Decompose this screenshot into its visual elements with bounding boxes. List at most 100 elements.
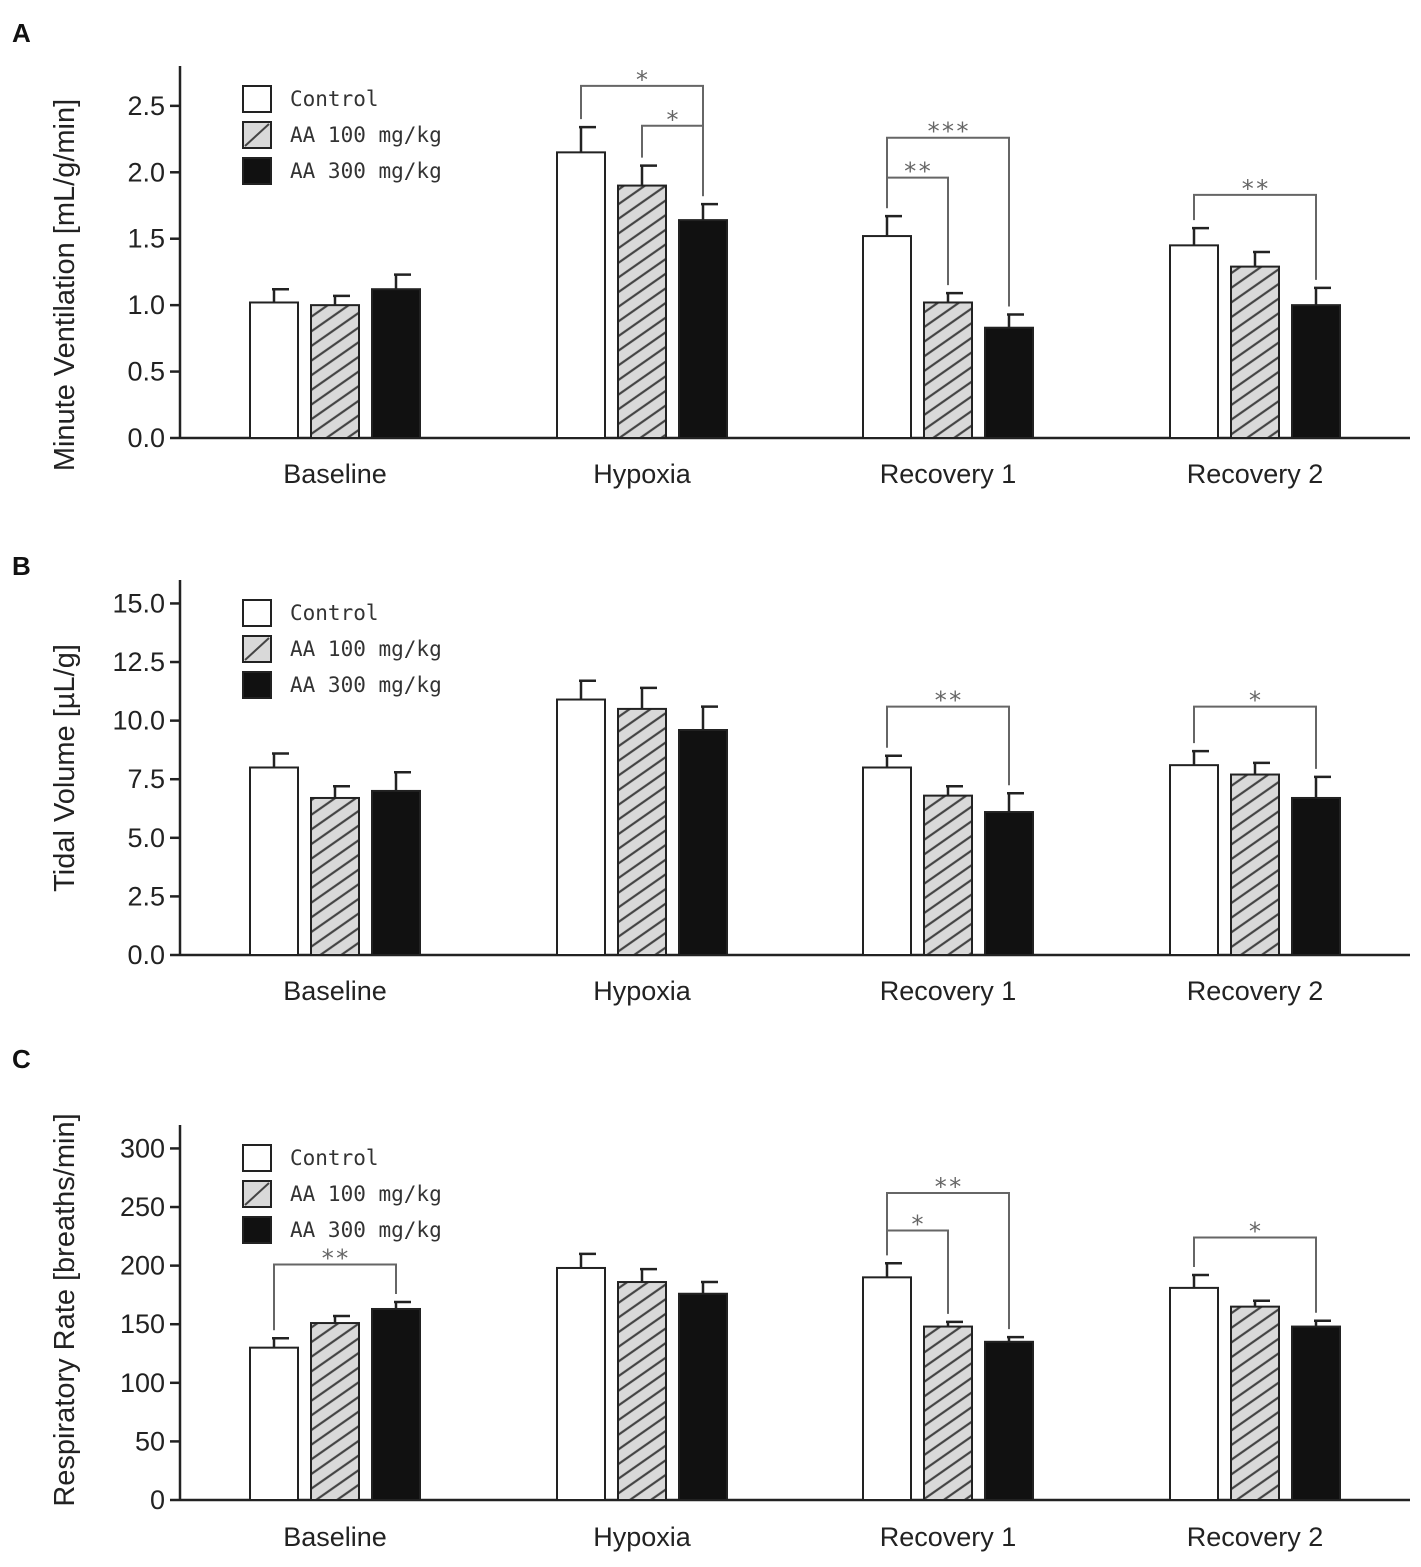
legend-label: AA 300 mg/kg (290, 1218, 442, 1242)
significance-bracket (641, 124, 704, 197)
legend-swatch-hatch (244, 1182, 270, 1206)
x-category-label: Recovery 1 (880, 459, 1017, 489)
significance-bracket (886, 176, 949, 286)
y-tick-label: 1.0 (127, 290, 165, 320)
bar (1230, 265, 1280, 439)
x-category-label: Baseline (283, 459, 387, 489)
y-tick-label: 0.0 (127, 940, 165, 970)
y-tick-label: 10.0 (112, 706, 165, 736)
y-tick-label: 0.5 (127, 357, 165, 387)
y-tick-label: 5.0 (127, 823, 165, 853)
legend: Control AA 100 mg/kg AA 300 mg/kg (242, 85, 442, 185)
x-category-label: Recovery 2 (1187, 1522, 1324, 1552)
legend-swatch (242, 1144, 272, 1172)
significance-label: * (1248, 687, 1262, 715)
bar (1169, 244, 1219, 439)
significance-bracket (886, 1191, 1010, 1330)
legend-swatch (242, 599, 272, 627)
significance-label: ** (903, 158, 932, 186)
legend-label: AA 300 mg/kg (290, 673, 442, 697)
legend-swatch (242, 157, 272, 185)
bar (923, 1325, 973, 1501)
legend-label: AA 100 mg/kg (290, 123, 442, 147)
bar (923, 794, 973, 956)
legend-label: Control (290, 601, 379, 625)
legend: Control AA 100 mg/kg AA 300 mg/kg (242, 1144, 442, 1244)
significance-bracket (886, 136, 1010, 307)
significance-bracket (886, 705, 1010, 786)
bar (1169, 764, 1219, 956)
bar (862, 1276, 912, 1501)
significance-label: * (1248, 1218, 1262, 1246)
significance-bracket (1193, 193, 1317, 280)
legend-swatch (242, 671, 272, 699)
panel-letter: A (12, 18, 31, 48)
legend: Control AA 100 mg/kg AA 300 mg/kg (242, 599, 442, 699)
legend-swatch (242, 85, 272, 113)
significance-bracket (1193, 705, 1317, 769)
significance-label: *** (926, 118, 969, 146)
bar (984, 811, 1034, 956)
bar (984, 1340, 1034, 1501)
y-axis-label: Tidal Volume [µL/g] (49, 644, 81, 892)
bar (1291, 1325, 1341, 1501)
legend-label: AA 100 mg/kg (290, 637, 442, 661)
legend-swatch-hatch (244, 637, 270, 661)
y-axis-label: Minute Ventilation [mL/g/min] (49, 99, 81, 471)
legend-label: Control (290, 1146, 379, 1170)
x-category-label: Recovery 2 (1187, 459, 1324, 489)
bar (862, 235, 912, 439)
y-tick-label: 50 (135, 1426, 165, 1456)
bar (249, 301, 299, 439)
y-tick-label: 300 (120, 1133, 165, 1163)
y-tick-label: 15.0 (112, 588, 165, 618)
x-category-label: Baseline (283, 976, 387, 1006)
significance-bracket (1193, 1236, 1317, 1313)
significance-label: ** (934, 1173, 963, 1201)
y-tick-label: 7.5 (127, 764, 165, 794)
bar (371, 1307, 421, 1501)
panel-letter: B (12, 551, 31, 581)
bar (310, 1322, 360, 1501)
bar (371, 288, 421, 440)
x-category-label: Hypoxia (593, 1522, 692, 1552)
x-category-label: Recovery 2 (1187, 976, 1324, 1006)
bar (556, 1266, 606, 1501)
bar (984, 326, 1034, 440)
chart-panel-a: A Minute Ventilation [mL/g/min] 0.0 0.5 1.0 1… (12, 18, 1410, 489)
bar (1230, 1305, 1280, 1501)
bar (1291, 796, 1341, 956)
bar (371, 789, 421, 956)
y-tick-label: 0 (150, 1485, 165, 1515)
panel-letter: C (12, 1044, 31, 1074)
legend-label: AA 100 mg/kg (290, 1182, 442, 1206)
y-tick-label: 12.5 (112, 647, 165, 677)
bar (249, 1346, 299, 1501)
y-tick-label: 2.5 (127, 91, 165, 121)
bar (1291, 304, 1341, 439)
significance-bracket (886, 1229, 949, 1314)
bar (678, 729, 728, 956)
x-category-label: Hypoxia (593, 976, 692, 1006)
y-tick-label: 200 (120, 1251, 165, 1281)
x-category-label: Recovery 1 (880, 976, 1017, 1006)
x-category-label: Hypoxia (593, 459, 692, 489)
bar (617, 184, 667, 439)
bar (556, 698, 606, 956)
significance-label: ** (1241, 175, 1270, 203)
bar (556, 151, 606, 439)
significance-label: * (635, 66, 649, 94)
y-tick-label: 100 (120, 1368, 165, 1398)
y-tick-label: 2.0 (127, 157, 165, 187)
y-tick-label: 2.5 (127, 881, 165, 911)
significance-label: * (910, 1210, 924, 1238)
chart-panel-b: B Tidal Volume [µL/g] 0.0 2.5 5.0 7.5 10.0 12.5… (12, 551, 1410, 1006)
significance-bracket (273, 1263, 397, 1331)
y-tick-label: 0.0 (127, 423, 165, 453)
bar (678, 219, 728, 439)
y-tick-label: 150 (120, 1309, 165, 1339)
significance-label: ** (934, 687, 963, 715)
y-tick-label: 250 (120, 1192, 165, 1222)
bar (310, 796, 360, 956)
